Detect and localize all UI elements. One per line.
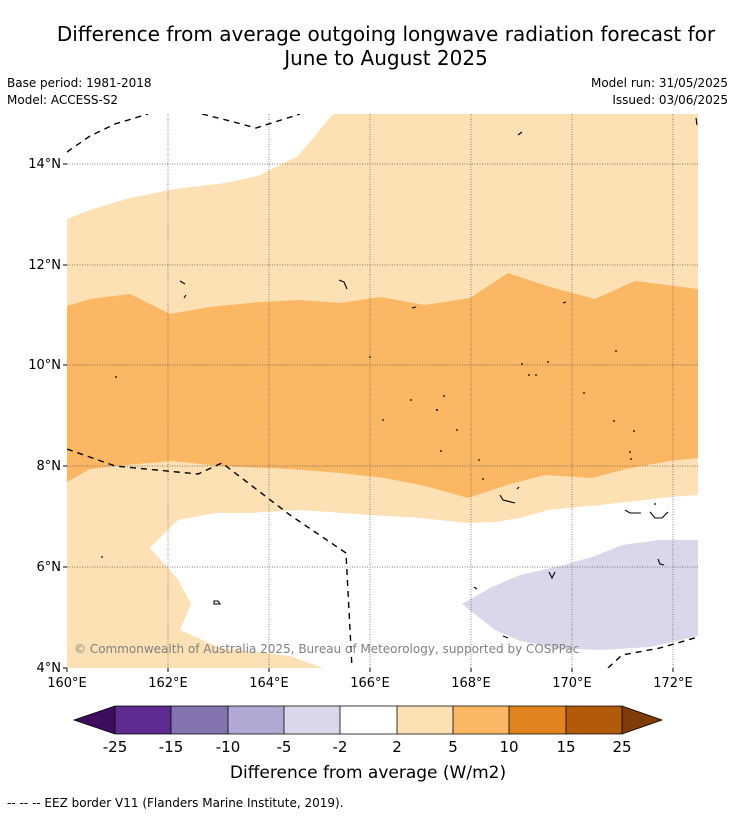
lon-labels: 160°E 162°E 164°E 166°E 168°E 170°E 172°… (47, 676, 693, 691)
colorbar-segment (115, 706, 171, 734)
colorbar-segment (566, 706, 622, 734)
contour-neg5-to-neg2 (462, 540, 698, 650)
contour-5-to-10 (67, 273, 698, 498)
colorbar-tick-labels: -25 -15 -10 -5 -2 2 5 10 15 25 (103, 738, 632, 756)
colorbar-segment (171, 706, 228, 734)
lat-label: 10°N (28, 358, 61, 373)
model-run: Model run: 31/05/2025 (590, 76, 728, 90)
lat-label: 8°N (37, 459, 62, 474)
lon-label: 160°E (47, 676, 87, 691)
lon-label: 166°E (350, 676, 390, 691)
colorbar: -25 -15 -10 -5 -2 2 5 10 15 25 Differenc… (72, 705, 664, 783)
lon-label: 170°E (552, 676, 592, 691)
lon-label: 172°E (653, 676, 693, 691)
lon-tick-marks (66, 668, 674, 672)
colorbar-tick: -2 (333, 738, 348, 756)
colorbar-segments (115, 706, 622, 734)
lat-label: 12°N (28, 258, 61, 273)
lat-label: 14°N (28, 157, 61, 172)
meta-right: Model run: 31/05/2025 Issued: 03/06/2025 (591, 75, 728, 109)
base-period: Base period: 1981-2018 (7, 76, 152, 90)
colorbar-tick: -5 (277, 738, 292, 756)
colorbar-tick: 10 (499, 738, 518, 756)
copyright-notice: © Commonwealth of Australia 2025, Bureau… (74, 642, 579, 656)
lat-labels: 14°N 12°N 10°N 8°N 6°N 4°N (28, 157, 61, 676)
colorbar-tick: 5 (448, 738, 458, 756)
eez-footnote: -- -- -- EEZ border V11 (Flanders Marine… (7, 796, 344, 810)
colorbar-dividers (114, 706, 623, 734)
colorbar-segment (509, 706, 566, 734)
meta-left: Base period: 1981-2018 Model: ACCESS-S2 (7, 75, 152, 109)
colorbar-arrow-high (622, 706, 662, 734)
colorbar-tick: -25 (103, 738, 128, 756)
atoll-dots (101, 350, 656, 558)
lat-gridlines (67, 163, 698, 568)
lon-label: 162°E (148, 676, 188, 691)
lon-label: 164°E (249, 676, 289, 691)
lat-tick-marks (63, 163, 67, 669)
colorbar-tick: 2 (392, 738, 402, 756)
map-plot-area (67, 114, 698, 668)
colorbar-segment (453, 706, 509, 734)
colorbar-segment (340, 706, 397, 734)
lon-label: 168°E (451, 676, 491, 691)
title-line-1: Difference from average outgoing longwav… (56, 22, 716, 46)
model-name: Model: ACCESS-S2 (7, 93, 119, 107)
colorbar-tick: -10 (216, 738, 241, 756)
colorbar-segment (397, 706, 453, 734)
colorbar-segment (284, 706, 340, 734)
map-title: Difference from average outgoing longwav… (0, 22, 736, 70)
lat-label: 4°N (37, 661, 62, 676)
colorbar-segment (228, 706, 284, 734)
colorbar-arrow-low (74, 706, 115, 734)
lat-label: 6°N (37, 560, 62, 575)
eez-borders (67, 114, 698, 668)
colorbar-label: Difference from average (W/m2) (230, 763, 506, 783)
title-line-2: June to August 2025 (284, 46, 488, 70)
colorbar-tick: -15 (159, 738, 184, 756)
colorbar-tick: 15 (556, 738, 575, 756)
island-coastlines (179, 117, 698, 639)
colorbar-tick: 25 (612, 738, 631, 756)
issued-date: Issued: 03/06/2025 (612, 93, 728, 107)
